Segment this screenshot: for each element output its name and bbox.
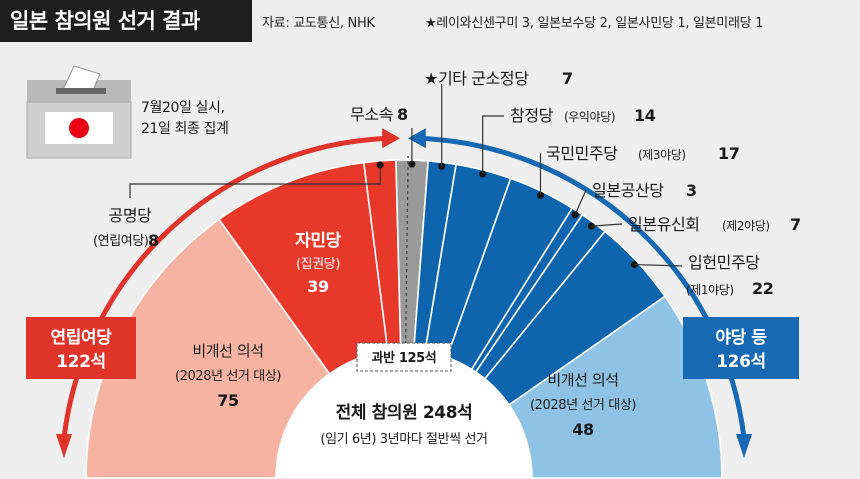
coalition-arrowhead-top — [382, 128, 401, 149]
ishin-label: 일본유신회 — [628, 215, 700, 234]
opposition-total-label: 야당 등 — [715, 328, 767, 348]
left-uncontested-note: (2028년 선거 대상) — [175, 369, 281, 384]
coalition-arrowhead-bottom — [56, 434, 72, 458]
ballot-slot — [56, 88, 106, 94]
flag-sun — [69, 118, 89, 138]
jcp-seats: 3 — [686, 181, 697, 200]
coalition-total-label: 연립여당 — [51, 328, 113, 348]
sanseito-seats: 14 — [634, 106, 656, 125]
total-label: 전체 참의원 248석 — [336, 402, 473, 423]
jcp-label: 일본공산당 — [592, 181, 664, 200]
minor-parties-footnote: ★레이와신센구미 3, 일본보수당 2, 일본사민당 1, 일본미래당 1 — [425, 16, 764, 31]
date-note-line1: 7월20일 실시, — [141, 100, 225, 116]
komeito-note: (연립여당) — [93, 234, 149, 249]
ishin-leader — [591, 223, 623, 227]
ldp-note: (집권당) — [296, 257, 340, 272]
cdp-note: (제1야당) — [686, 283, 734, 297]
left-uncontested-label: 비개선 의석 — [192, 342, 263, 360]
sanseito-leader — [482, 115, 504, 175]
komeito-label: 공명당 — [109, 206, 153, 225]
ishin-seats: 7 — [790, 215, 801, 234]
cdp-seats: 22 — [752, 279, 773, 298]
dpfp-label: 국민민주당 — [546, 144, 618, 163]
majority-line — [405, 156, 409, 351]
independent-seats: 8 — [397, 105, 408, 124]
majority-label: 과반 125석 — [372, 350, 437, 366]
majority-box — [356, 342, 452, 372]
independent-label: 무소속 — [350, 105, 393, 124]
right-uncontested-note: (2028년 선거 대상) — [530, 398, 636, 413]
total-note: (임기 6년) 3년마다 절반씩 선거 — [320, 432, 487, 447]
sanseito-label: 참정당 — [510, 106, 554, 125]
opposition-arrowhead-bottom — [736, 434, 752, 458]
left-uncontested-seats: 75 — [217, 391, 239, 410]
date-note-line2: 21일 최종 집계 — [141, 121, 229, 137]
others-label: ★기타 군소정당 — [424, 69, 529, 88]
opposition-total-badge — [683, 317, 799, 379]
ldp-label: 자민당 — [295, 231, 341, 251]
cdp-label: 입헌민주당 — [688, 253, 760, 272]
source-note: 자료: 교도통신, NHK — [262, 16, 375, 31]
dpfp-note: (제3야당) — [638, 148, 686, 162]
ballot-box-icon — [26, 65, 132, 159]
right-uncontested-label: 비개선 의석 — [547, 371, 618, 389]
komeito-leader — [129, 164, 381, 198]
opposition-total-seats: 126석 — [716, 352, 766, 372]
sanseito-note: (우익야당) — [564, 110, 615, 124]
komeito-seats: 8 — [148, 231, 159, 250]
cdp-leader — [634, 263, 683, 267]
inner-disc — [276, 350, 532, 478]
dpfp-seats: 17 — [718, 144, 739, 163]
coalition-total-seats: 122석 — [56, 352, 106, 372]
coalition-total-badge — [26, 317, 136, 379]
right-uncontested-seats: 48 — [572, 420, 594, 439]
page-title: 일본 참의원 선거 결과 — [0, 0, 252, 42]
others-seats: 7 — [562, 69, 573, 88]
ishin-note: (제2야당) — [722, 219, 770, 233]
jcp-leader — [574, 189, 587, 215]
ldp-seats: 39 — [307, 277, 329, 296]
opposition-arrowhead-top — [407, 128, 426, 149]
